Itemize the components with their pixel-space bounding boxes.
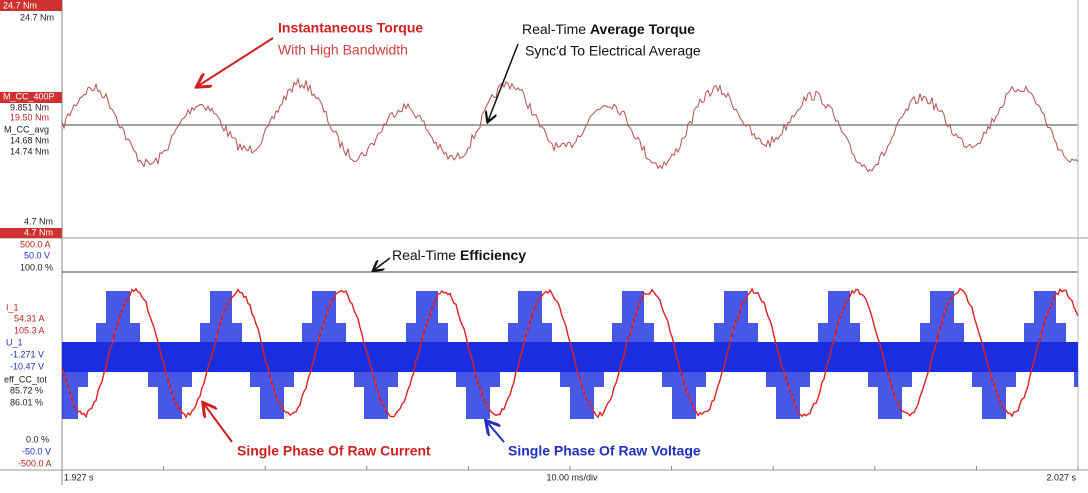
annotation: With High Bandwidth [278,42,408,58]
annotation-part: Efficiency [460,247,526,263]
waveforms [61,77,1079,470]
annotation: Real-Time Efficiency [392,247,526,263]
annotation-part: Real-Time [522,21,590,37]
scale-label: 100.0 % [20,262,53,272]
time-start: 1.927 s [64,472,94,482]
value-label: -10.47 V [10,361,44,371]
arrow [198,37,274,86]
annotation: Sync'd To Electrical Average [525,43,701,59]
value-label: 9.851 Nm [10,102,49,112]
torque-trace [61,77,1079,173]
value-label: 105.3 A [14,325,45,335]
value-label: 14.68 Nm [10,135,49,145]
scale-label: 500.0 A [20,239,51,249]
label-box [0,92,62,103]
label-box [0,0,62,11]
value-label: 54.31 A [14,313,45,323]
time-scale: 10.00 ms/div [546,472,598,482]
value-label: 85.72 % [10,385,43,395]
value-label: -1.271 V [10,349,44,359]
value-label: 19.50 Nm [10,112,49,122]
channel-label: U_1 [6,337,23,347]
arrow [488,43,519,121]
annotation: Instantaneous Torque [278,20,423,36]
arrow [374,257,391,270]
scale-label: 24.7 Nm [3,0,37,10]
channel-label: I_1 [6,302,19,312]
annotation: Single Phase Of Raw Voltage [508,443,701,459]
scale-label: 4.7 Nm [24,216,53,226]
channel-label: M_CC_400P [3,91,55,101]
annotation: Single Phase Of Raw Current [237,443,431,459]
channel-label: eff_CC_tot [4,374,47,384]
annotation: Real-Time Average Torque [522,21,695,37]
scale-label: 24.7 Nm [20,12,54,22]
scale-label: 0.0 % [26,434,49,444]
current-trace [61,287,1079,419]
channel-label: M_CC_avg [4,124,49,134]
annotation-part: Average Torque [590,21,695,37]
time-end: 2.027 s [1046,472,1076,482]
scale-label: -500.0 A [18,458,52,468]
arrow [204,404,233,443]
arrow [487,422,505,443]
value-label: 14.74 Nm [10,146,49,156]
label-box [0,228,62,238]
scale-label: 50.0 V [24,250,50,260]
scale-label: 4.7 Nm [24,227,53,237]
annotation-part: Real-Time [392,247,460,263]
scale-label: -50.0 V [22,446,51,456]
value-label: 86.01 % [10,397,43,407]
